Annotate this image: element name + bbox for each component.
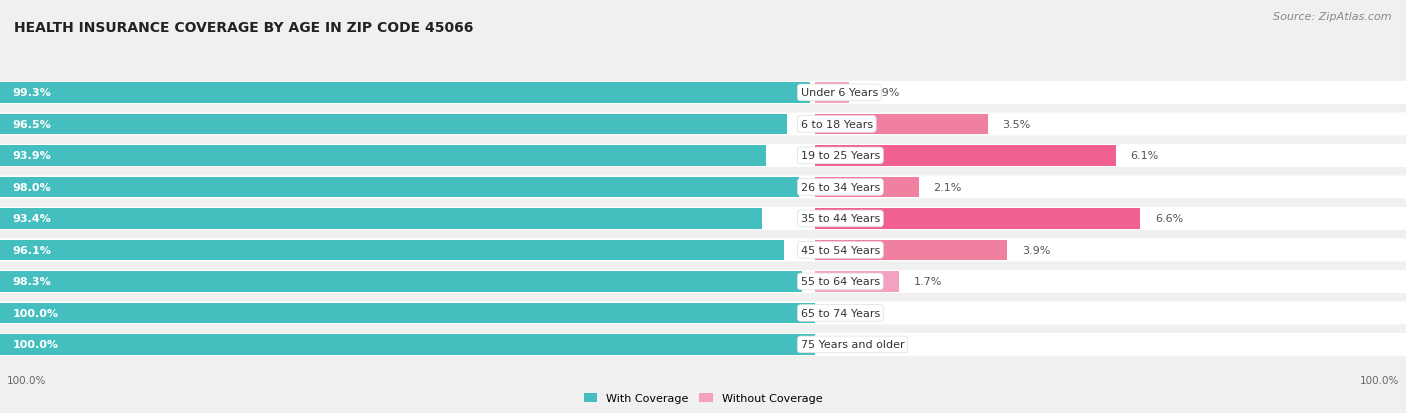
Bar <box>0 303 815 323</box>
Text: 6 to 18 Years: 6 to 18 Years <box>800 120 873 130</box>
Text: 100.0%: 100.0% <box>13 308 58 318</box>
Text: 0.0%: 0.0% <box>830 308 859 318</box>
Bar <box>815 177 920 198</box>
Bar <box>0 83 810 103</box>
Text: 98.3%: 98.3% <box>13 277 51 287</box>
Text: 26 to 34 Years: 26 to 34 Years <box>800 183 880 192</box>
Bar <box>0 146 766 166</box>
FancyBboxPatch shape <box>0 270 815 293</box>
FancyBboxPatch shape <box>815 239 1406 262</box>
Bar <box>815 240 1007 261</box>
Text: 55 to 64 Years: 55 to 64 Years <box>800 277 880 287</box>
Bar <box>0 335 815 355</box>
Text: 3.5%: 3.5% <box>1002 120 1031 130</box>
Text: 93.4%: 93.4% <box>13 214 51 224</box>
Text: 2.1%: 2.1% <box>934 183 962 192</box>
Bar <box>815 146 1116 166</box>
FancyBboxPatch shape <box>815 333 1406 356</box>
FancyBboxPatch shape <box>815 113 1406 136</box>
FancyBboxPatch shape <box>0 113 815 136</box>
Text: 99.3%: 99.3% <box>13 88 51 98</box>
Text: 96.1%: 96.1% <box>13 245 51 255</box>
Bar <box>0 240 783 261</box>
Text: 96.5%: 96.5% <box>13 120 51 130</box>
FancyBboxPatch shape <box>815 301 1406 325</box>
Bar <box>815 83 849 103</box>
Bar <box>0 271 801 292</box>
FancyBboxPatch shape <box>815 270 1406 293</box>
Text: 75 Years and older: 75 Years and older <box>800 339 904 349</box>
Text: Source: ZipAtlas.com: Source: ZipAtlas.com <box>1274 12 1392 22</box>
FancyBboxPatch shape <box>0 207 815 230</box>
Text: Under 6 Years: Under 6 Years <box>800 88 877 98</box>
FancyBboxPatch shape <box>0 301 815 325</box>
Text: 100.0%: 100.0% <box>13 339 58 349</box>
Text: 1.7%: 1.7% <box>914 277 942 287</box>
Text: 19 to 25 Years: 19 to 25 Years <box>800 151 880 161</box>
FancyBboxPatch shape <box>815 82 1406 104</box>
Text: 100.0%: 100.0% <box>1360 375 1399 385</box>
FancyBboxPatch shape <box>815 176 1406 199</box>
Text: 0.0%: 0.0% <box>830 339 859 349</box>
FancyBboxPatch shape <box>0 239 815 262</box>
Text: 6.6%: 6.6% <box>1156 214 1184 224</box>
Text: 93.9%: 93.9% <box>13 151 51 161</box>
Text: 45 to 54 Years: 45 to 54 Years <box>800 245 880 255</box>
Text: 35 to 44 Years: 35 to 44 Years <box>800 214 880 224</box>
Bar <box>815 271 900 292</box>
Text: 100.0%: 100.0% <box>7 375 46 385</box>
FancyBboxPatch shape <box>0 333 815 356</box>
FancyBboxPatch shape <box>0 145 815 168</box>
Text: 98.0%: 98.0% <box>13 183 51 192</box>
Text: HEALTH INSURANCE COVERAGE BY AGE IN ZIP CODE 45066: HEALTH INSURANCE COVERAGE BY AGE IN ZIP … <box>14 21 474 35</box>
FancyBboxPatch shape <box>0 82 815 104</box>
FancyBboxPatch shape <box>815 207 1406 230</box>
Bar <box>815 114 987 135</box>
Text: 0.69%: 0.69% <box>865 88 900 98</box>
Text: 65 to 74 Years: 65 to 74 Years <box>800 308 880 318</box>
Bar <box>815 209 1140 229</box>
Legend: With Coverage, Without Coverage: With Coverage, Without Coverage <box>579 388 827 408</box>
Bar <box>0 177 799 198</box>
Text: 3.9%: 3.9% <box>1022 245 1050 255</box>
FancyBboxPatch shape <box>0 176 815 199</box>
Bar <box>0 209 762 229</box>
FancyBboxPatch shape <box>815 145 1406 168</box>
Bar <box>0 114 787 135</box>
Text: 6.1%: 6.1% <box>1130 151 1159 161</box>
